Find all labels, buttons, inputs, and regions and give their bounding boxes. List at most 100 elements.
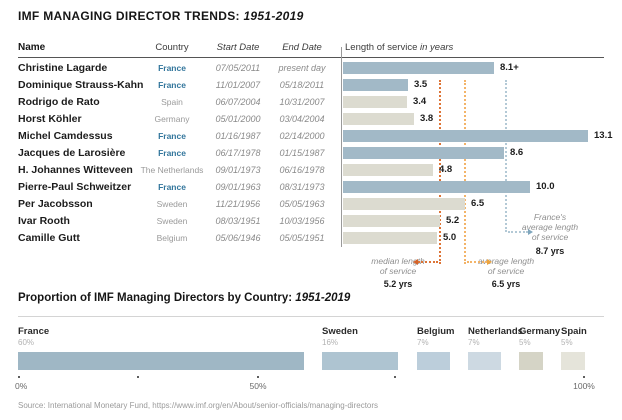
service-value-label: 5.0 bbox=[443, 232, 457, 243]
segment-bar bbox=[519, 352, 543, 370]
service-bar-cell: 3.5 bbox=[335, 78, 618, 91]
end-date: 02/14/2000 bbox=[279, 130, 325, 141]
director-name: Christine Lagarde bbox=[18, 61, 108, 74]
country-label: Sweden bbox=[156, 198, 188, 209]
column-header-name: Name bbox=[18, 42, 46, 53]
service-value-label: 8.1+ bbox=[500, 62, 519, 73]
country-label: France bbox=[158, 181, 186, 192]
france-annotation-value: 8.7 yrs bbox=[535, 245, 565, 256]
median-annotation-line1: median length bbox=[371, 256, 425, 266]
table-rows: Christine Lagarde France 07/05/2011 pres… bbox=[18, 59, 618, 246]
table-row: Ivar Rooth Sweden 08/03/1951 10/03/1956 … bbox=[18, 212, 618, 229]
service-bar-cell: 8.6 bbox=[335, 146, 618, 159]
column-header-start-date: Start Date bbox=[216, 42, 260, 53]
director-name: H. Johannes Witteveen bbox=[18, 163, 133, 176]
segment-bar bbox=[322, 352, 398, 370]
country-label: Belgium bbox=[156, 232, 188, 243]
axis-tick-dot bbox=[394, 376, 396, 378]
table-row: Rodrigo de Rato Spain 06/07/2004 10/31/2… bbox=[18, 93, 618, 110]
segment-country-name: Germany bbox=[519, 326, 561, 337]
country-label: Spain bbox=[161, 96, 183, 107]
country-label: France bbox=[158, 147, 186, 158]
median-arrow-dots bbox=[418, 261, 439, 263]
end-date: present day bbox=[278, 62, 326, 73]
service-value-label: 3.4 bbox=[413, 96, 427, 107]
service-bar-cell: 13.1 bbox=[335, 129, 618, 142]
segment-label: Sweden 16% bbox=[322, 326, 358, 348]
page-title-main: IMF MANAGING DIRECTOR TRENDS: bbox=[18, 9, 240, 23]
service-bar bbox=[343, 146, 504, 159]
median-reference-line bbox=[439, 80, 442, 264]
column-header-service-unit: in years bbox=[420, 42, 454, 53]
start-date: 09/01/1963 bbox=[215, 181, 261, 192]
proportion-title-main: Proportion of IMF Managing Directors by … bbox=[18, 292, 293, 304]
service-bar-cell: 10.0 bbox=[335, 180, 618, 193]
director-name: Camille Gutt bbox=[18, 231, 80, 244]
column-header-end-date: End Date bbox=[282, 42, 322, 53]
france-average-reference-line bbox=[504, 80, 507, 232]
arrow-right-icon bbox=[486, 259, 492, 265]
country-label: France bbox=[158, 130, 186, 141]
start-date: 06/17/1978 bbox=[215, 147, 261, 158]
service-value-label: 4.8 bbox=[439, 164, 453, 175]
france-annotation-line2: average length bbox=[521, 222, 579, 233]
segment-bar bbox=[18, 352, 304, 370]
france-annotation-line3: of service bbox=[531, 232, 569, 243]
service-bar bbox=[343, 231, 437, 244]
axis-tick-dot bbox=[583, 376, 585, 378]
table-row: Horst Köhler Germany 05/01/2000 03/04/20… bbox=[18, 110, 618, 127]
start-date: 08/03/1951 bbox=[215, 215, 261, 226]
segment-percentage: 5% bbox=[519, 337, 531, 347]
axis-tick-dot bbox=[257, 376, 259, 378]
header-divider-line bbox=[18, 57, 604, 58]
service-bar bbox=[343, 180, 530, 193]
segment-country-name: Spain bbox=[561, 326, 587, 337]
start-date: 05/06/1946 bbox=[215, 232, 261, 243]
service-bar bbox=[343, 61, 494, 74]
service-value-label: 3.8 bbox=[420, 113, 434, 124]
country-label: The Netherlands bbox=[140, 164, 204, 175]
start-date: 06/07/2004 bbox=[215, 96, 261, 107]
chart-axis-line bbox=[341, 47, 342, 247]
service-bar-cell: 3.8 bbox=[335, 112, 618, 125]
segment-label: Spain 5% bbox=[561, 326, 587, 348]
service-bar-cell: 8.1+ bbox=[335, 61, 618, 74]
proportion-divider-line bbox=[18, 316, 604, 317]
france-arrow-dots bbox=[507, 231, 528, 233]
arrow-left-icon bbox=[413, 259, 419, 265]
median-arrow-icon bbox=[413, 258, 439, 266]
end-date: 01/15/1987 bbox=[279, 147, 325, 158]
france-arrow-icon bbox=[507, 228, 533, 236]
page-title: IMF MANAGING DIRECTOR TRENDS: 1951-2019 bbox=[18, 9, 304, 23]
service-bar-cell: 6.5 bbox=[335, 197, 618, 210]
start-date: 11/01/2007 bbox=[215, 79, 261, 90]
axis-tick-dot bbox=[18, 376, 20, 378]
segment-percentage: 7% bbox=[468, 337, 480, 347]
average-annotation-line2: of service bbox=[487, 266, 525, 277]
segment-bar bbox=[561, 352, 585, 370]
service-value-label: 10.0 bbox=[536, 181, 555, 192]
segment-country-name: France bbox=[18, 326, 50, 337]
director-name: Rodrigo de Rato bbox=[18, 95, 100, 108]
table-row: Camille Gutt Belgium 05/06/1946 05/05/19… bbox=[18, 229, 618, 246]
median-annotation: median length of service 5.2 yrs bbox=[360, 256, 436, 290]
average-annotation-line1: average length bbox=[477, 256, 535, 266]
start-date: 05/01/2000 bbox=[215, 113, 261, 124]
end-date: 10/31/2007 bbox=[279, 96, 325, 107]
end-date: 05/05/1963 bbox=[279, 198, 325, 209]
table-row: Per Jacobsson Sweden 11/21/1956 05/05/19… bbox=[18, 195, 618, 212]
service-bar bbox=[343, 163, 433, 176]
segment-percentage: 5% bbox=[561, 337, 573, 347]
service-bar bbox=[343, 112, 414, 125]
table-row: Christine Lagarde France 07/05/2011 pres… bbox=[18, 59, 618, 76]
average-reference-line bbox=[463, 80, 466, 264]
start-date: 07/05/2011 bbox=[215, 62, 261, 73]
source-citation: Source: International Monetary Fund, htt… bbox=[18, 401, 379, 410]
segment-label: Belgium 7% bbox=[417, 326, 454, 348]
column-header-service-text: Length of service bbox=[345, 42, 418, 53]
segment-label: France 60% bbox=[18, 326, 49, 348]
end-date: 05/18/2011 bbox=[279, 79, 325, 90]
service-bar bbox=[343, 214, 440, 227]
service-value-label: 8.6 bbox=[510, 147, 524, 158]
